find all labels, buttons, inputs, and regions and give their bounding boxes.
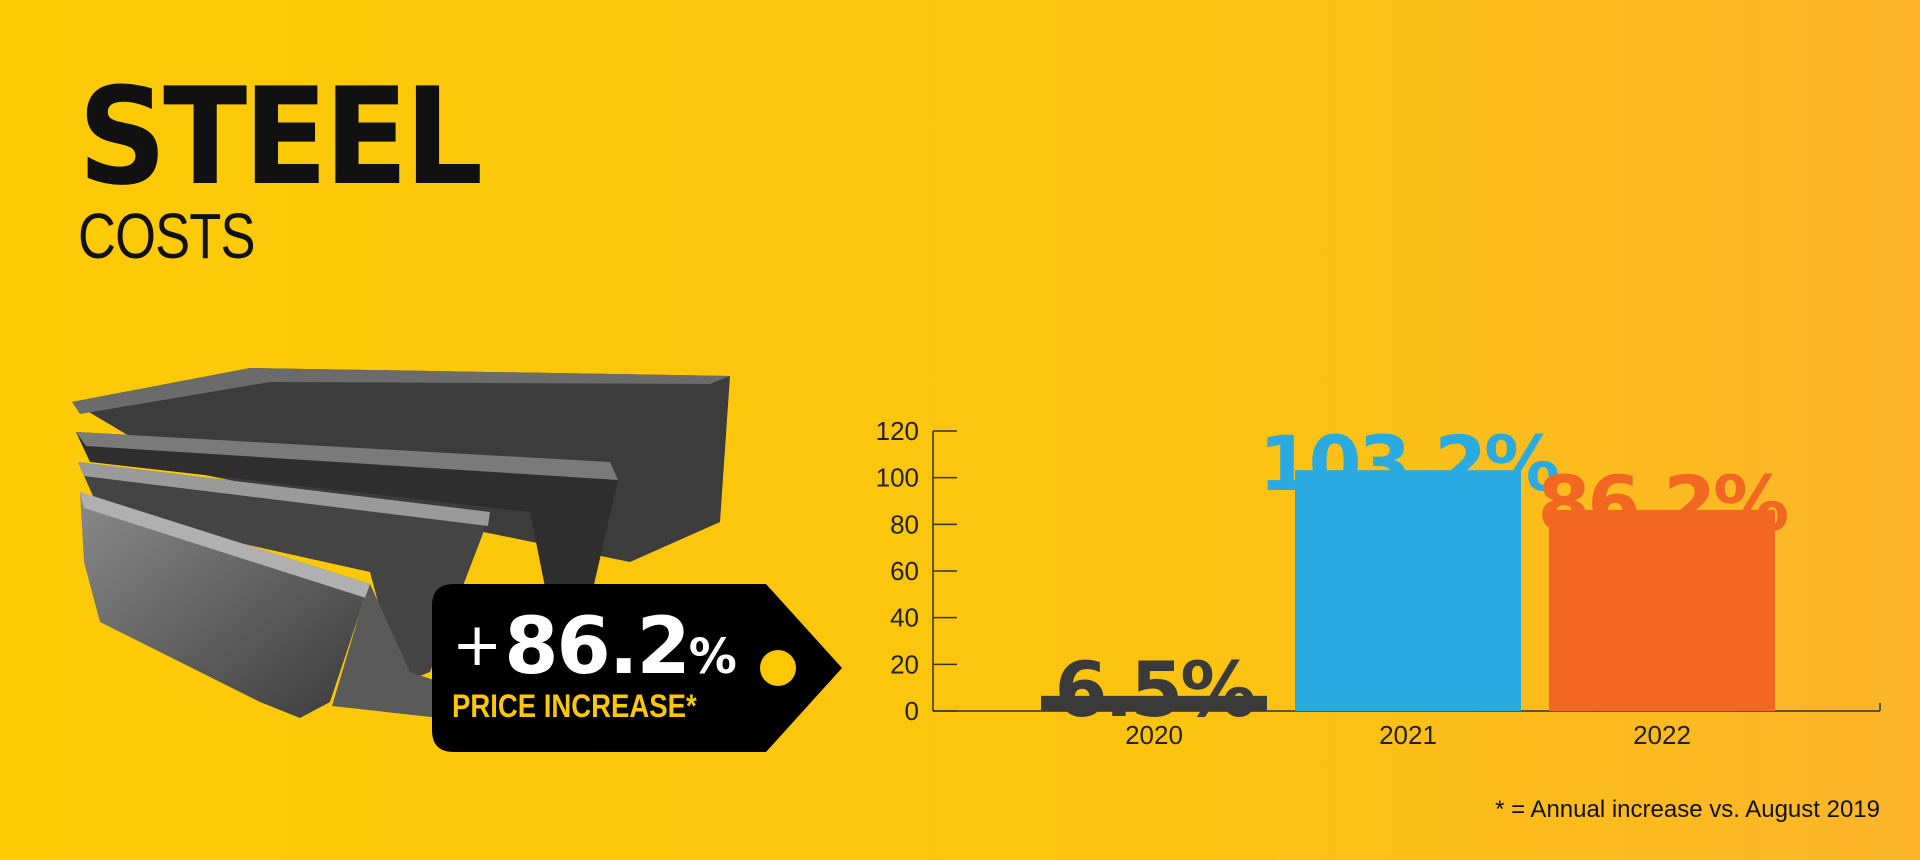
footnote: * = Annual increase vs. August 2019: [1495, 796, 1880, 823]
x-tick-label: 2020: [1125, 720, 1183, 750]
bar-2020: [1041, 695, 1267, 711]
price-tag-text: +86.2% PRICE INCREASE*: [452, 608, 737, 722]
beam-back-top: [72, 368, 730, 414]
bar-2021: [1295, 470, 1521, 711]
bar-data-label: 103.2%: [1259, 419, 1558, 508]
price-increase-value: +86.2%: [452, 608, 737, 686]
y-tick-label: 20: [890, 649, 919, 679]
bar-2022: [1549, 509, 1775, 711]
x-tick-label: 2021: [1379, 720, 1437, 750]
beam-three: [76, 432, 618, 612]
bar-data-label: 6.5%: [1055, 645, 1255, 734]
price-tag-shape: [432, 584, 842, 752]
y-tick-label: 80: [890, 509, 919, 539]
y-tick-label: 0: [905, 696, 919, 726]
page-title: STEEL: [78, 59, 483, 215]
percent-sign: %: [688, 629, 737, 685]
y-tick-label: 40: [890, 603, 919, 633]
beam-one-flange: [332, 584, 500, 718]
y-tick-label: 60: [890, 556, 919, 586]
bar-data-label: 86.2%: [1538, 459, 1788, 548]
steel-beams-image: [72, 368, 730, 718]
plus-sign: +: [452, 610, 502, 680]
y-tick-label: 120: [876, 416, 919, 446]
beam-three-top: [76, 432, 618, 480]
price-tag: [432, 584, 842, 752]
y-tick-label: 100: [876, 463, 919, 493]
price-increase-number: 86.2: [504, 602, 690, 692]
title-block: STEEL COSTS: [78, 70, 514, 268]
price-tag-hole: [760, 650, 796, 686]
price-increase-label: PRICE INCREASE*: [452, 688, 697, 724]
beam-two-top: [78, 462, 490, 526]
x-tick-label: 2022: [1633, 720, 1691, 750]
beam-one-top: [80, 492, 370, 598]
beam-one: [80, 492, 370, 718]
page-subtitle: COSTS: [78, 200, 256, 272]
